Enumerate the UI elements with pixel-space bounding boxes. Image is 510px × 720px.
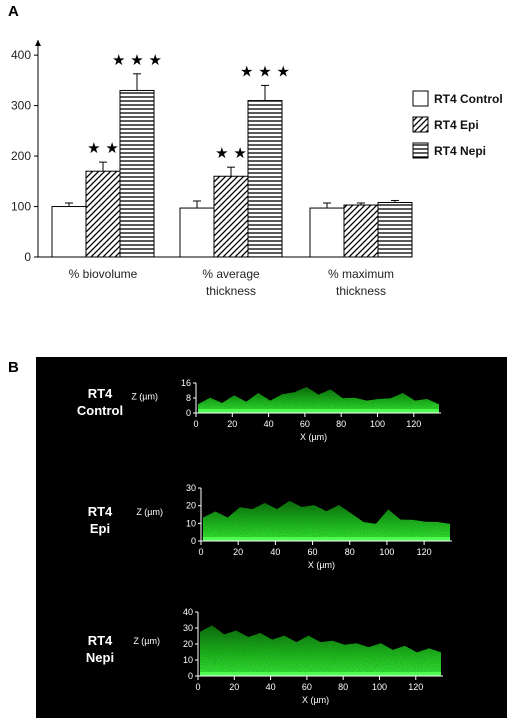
x-axis-label: X (µm) <box>302 695 329 705</box>
x-tick-label: 40 <box>270 547 280 557</box>
x-tick-label: 120 <box>408 682 423 692</box>
x-axis-label: X (µm) <box>308 560 335 570</box>
y-tick-label: 0 <box>24 250 31 264</box>
legend-swatch <box>412 142 429 159</box>
confocal-panel: 0 10 20 30 Z (µm) 0 20 40 60 80 100 120 X (µm) RT4 Epi <box>88 483 452 570</box>
biofilm-texture <box>200 625 441 676</box>
y-tick-label: 400 <box>11 48 31 62</box>
x-tick-label: 0 <box>195 682 200 692</box>
x-tick-label: 60 <box>300 419 310 429</box>
panel-b-letter: B <box>8 359 19 376</box>
significance-stars: ★ ★ ★ <box>240 62 290 80</box>
x-tick-label: 80 <box>345 547 355 557</box>
x-tick-label: 100 <box>372 682 387 692</box>
category-label: % maximum thickness <box>328 267 394 298</box>
z-tick-label: 0 <box>186 408 191 418</box>
bar-chart: 0 100 200 300 400 ★ ★ ★ ★ ★ % biovolume ★ ★ ★ ★ ★… <box>11 40 413 298</box>
z-tick-label: 10 <box>186 518 196 528</box>
z-tick-label: 40 <box>183 607 193 617</box>
x-tick-label: 20 <box>233 547 243 557</box>
z-tick-label: 0 <box>191 536 196 546</box>
confocal-panel-label: RT4 Control <box>77 386 123 418</box>
category-label: % average thickness <box>202 267 260 298</box>
z-tick-label: 16 <box>181 378 191 388</box>
x-tick-label: 0 <box>198 547 203 557</box>
bar <box>51 206 87 258</box>
x-tick-label: 0 <box>193 419 198 429</box>
x-tick-label: 100 <box>370 419 385 429</box>
x-tick-label: 80 <box>338 682 348 692</box>
x-tick-label: 60 <box>302 682 312 692</box>
x-axis-label: X (µm) <box>300 432 327 442</box>
substrate-layer <box>200 672 441 676</box>
significance-stars: ★ ★ ★ <box>112 51 162 69</box>
bar <box>85 170 121 258</box>
legend: RT4 Control RT4 Epi RT4 Nepi <box>412 90 503 159</box>
y-tick-label: 200 <box>11 149 31 163</box>
bar <box>179 207 215 258</box>
significance-stars: ★ ★ <box>215 144 247 162</box>
legend-label: RT4 Control <box>434 92 503 106</box>
confocal-panel: 0 8 16 Z (µm) 0 20 40 60 80 100 120 X (µm) RT4 Contro… <box>77 378 441 442</box>
legend-swatch <box>412 116 429 133</box>
confocal-panel-label: RT4 Epi <box>88 504 113 536</box>
z-tick-label: 30 <box>186 483 196 493</box>
x-tick-label: 80 <box>336 419 346 429</box>
substrate-layer <box>203 537 450 541</box>
x-tick-label: 20 <box>229 682 239 692</box>
z-tick-label: 30 <box>183 623 193 633</box>
x-tick-label: 100 <box>379 547 394 557</box>
bar <box>377 201 413 258</box>
category-label: % biovolume <box>69 267 138 281</box>
y-tick-label: 300 <box>11 99 31 113</box>
significance-stars: ★ ★ <box>87 139 119 157</box>
y-tick-label: 100 <box>11 200 31 214</box>
bar <box>309 207 345 258</box>
z-tick-label: 8 <box>186 393 191 403</box>
x-tick-label: 60 <box>308 547 318 557</box>
x-tick-label: 40 <box>264 419 274 429</box>
z-tick-label: 20 <box>183 639 193 649</box>
confocal-panel: 0 10 20 30 40 Z (µm) 0 20 40 60 80 100 120 X (µm) RT4 N… <box>86 607 443 705</box>
y-axis-arrow <box>35 40 41 46</box>
x-tick-label: 20 <box>227 419 237 429</box>
z-tick-label: 10 <box>183 655 193 665</box>
confocal-panel-label: RT4 Nepi <box>86 633 114 665</box>
z-axis-label: Z (µm) <box>136 507 163 517</box>
substrate-layer <box>198 409 439 413</box>
biofilm-texture <box>203 500 450 541</box>
bar <box>343 204 379 258</box>
panel-a-letter: A <box>8 3 19 20</box>
x-tick-label: 40 <box>266 682 276 692</box>
bar <box>213 175 249 258</box>
z-axis-label: Z (µm) <box>131 392 158 402</box>
biofilm-texture <box>198 387 439 413</box>
z-tick-label: 0 <box>188 671 193 681</box>
bar <box>119 89 155 258</box>
legend-label: RT4 Nepi <box>434 144 486 158</box>
bar <box>247 100 283 258</box>
x-tick-label: 120 <box>417 547 432 557</box>
z-tick-label: 20 <box>186 501 196 511</box>
legend-label: RT4 Epi <box>434 118 479 132</box>
x-tick-label: 120 <box>406 419 421 429</box>
legend-swatch <box>412 90 429 107</box>
z-axis-label: Z (µm) <box>133 636 160 646</box>
